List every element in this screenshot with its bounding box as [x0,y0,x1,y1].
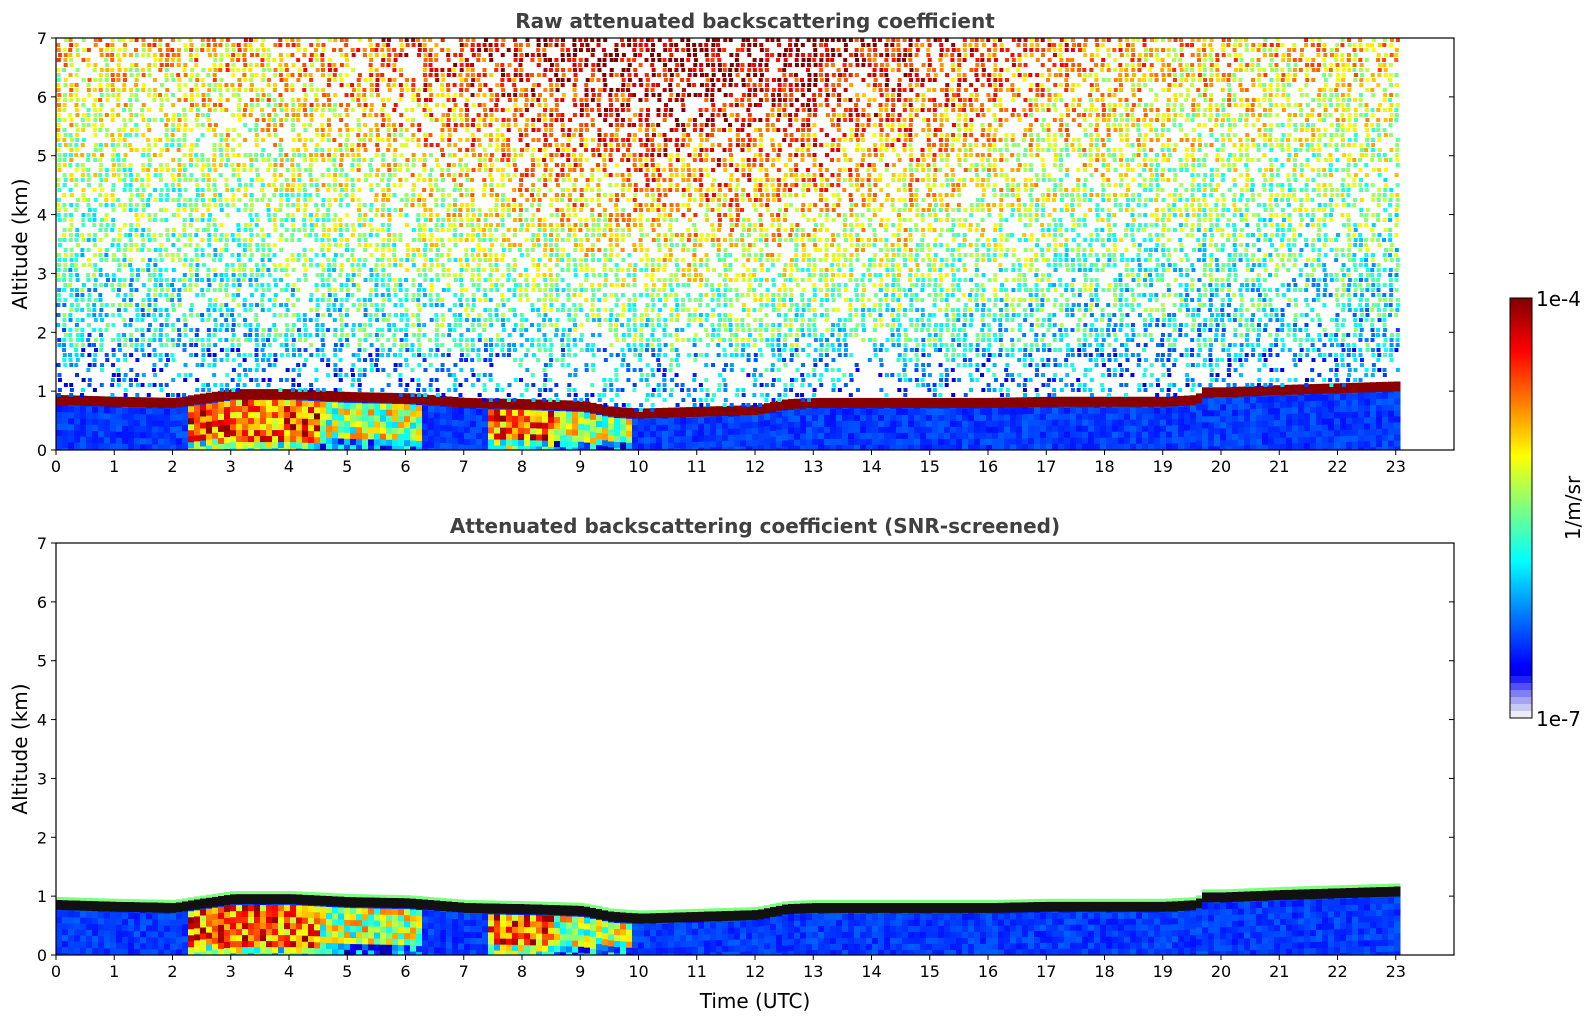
y-tick-label: 0 [37,946,47,965]
colorbar-low-steps [1510,676,1532,718]
y-tick-label: 7 [37,534,47,553]
x-tick-label: 5 [342,962,352,981]
colorbar-step [1510,690,1532,697]
x-tick-label: 4 [284,457,294,476]
colorbar-gradient [1510,298,1532,718]
y-tick-label: 2 [37,323,47,342]
x-tick-label: 2 [167,962,177,981]
y-tick-label: 3 [37,769,47,788]
x-tick-label: 14 [861,457,881,476]
y-tick-label: 1 [37,887,47,906]
x-tick-label: 4 [284,962,294,981]
panel-screened-y-axis: 0 1 2 3 4 5 6 7 [37,534,1454,965]
x-tick-label: 12 [745,962,765,981]
panel-screened-title: Attenuated backscattering coefficient (S… [450,514,1060,538]
colorbar: 1e-4 1e-7 1/m/sr [1509,287,1585,731]
x-tick-label: 0 [51,457,61,476]
x-tick-label: 5 [342,457,352,476]
panel-screened: Attenuated backscattering coefficient (S… [8,514,1455,1013]
panel-raw-heatmap [56,38,1401,450]
y-tick-label: 5 [37,147,47,166]
x-tick-label: 14 [861,962,881,981]
colorbar-tick-top: 1e-4 [1536,287,1581,311]
panel-screened-heatmap [56,883,1401,955]
x-tick-label: 23 [1386,457,1406,476]
y-tick-label: 6 [37,88,47,107]
x-tick-label: 12 [745,457,765,476]
x-tick-label: 16 [978,457,998,476]
x-tick-label: 13 [803,962,823,981]
x-tick-label: 7 [459,457,469,476]
x-tick-label: 16 [978,962,998,981]
x-tick-label: 11 [687,457,707,476]
x-tick-label: 7 [459,962,469,981]
y-tick-label: 3 [37,264,47,283]
y-tick-label: 4 [37,711,47,730]
x-tick-label: 0 [51,962,61,981]
y-tick-label: 4 [37,206,47,225]
colorbar-tick-bottom: 1e-7 [1536,707,1581,731]
panel-raw-x-axis: 0 1 2 3 4 5 6 7 8 9 10 11 12 13 14 15 16 17 18 19 20 21 22 23 [51,450,1406,476]
x-tick-label: 13 [803,457,823,476]
x-tick-label: 6 [400,962,410,981]
x-tick-label: 8 [517,457,527,476]
x-tick-label: 3 [226,962,236,981]
panel-raw-y-label: Altitude (km) [8,178,32,309]
panel-raw: Raw attenuated backscattering coefficien… [8,9,1455,476]
y-tick-label: 0 [37,441,47,460]
colorbar-step [1510,697,1532,704]
panel-screened-x-axis: 0 1 2 3 4 5 6 7 8 9 10 11 12 13 14 15 16 17 18 19 20 21 22 23 [51,955,1406,981]
x-tick-label: 21 [1269,457,1289,476]
colorbar-step [1510,711,1532,718]
colorbar-label: 1/m/sr [1561,475,1585,540]
x-tick-label: 11 [687,962,707,981]
x-tick-label: 22 [1327,962,1347,981]
x-tick-label: 2 [167,457,177,476]
panel-raw-title: Raw attenuated backscattering coefficien… [515,9,995,33]
x-tick-label: 15 [920,457,940,476]
panel-screened-y-label: Altitude (km) [8,683,32,814]
x-tick-label: 9 [575,457,585,476]
x-tick-label: 6 [400,457,410,476]
x-tick-label: 21 [1269,962,1289,981]
x-tick-label: 9 [575,962,585,981]
y-tick-label: 7 [37,29,47,48]
y-tick-label: 2 [37,828,47,847]
x-tick-label: 1 [109,457,119,476]
x-tick-label: 23 [1386,962,1406,981]
x-tick-label: 17 [1036,962,1056,981]
x-tick-label: 10 [628,962,648,981]
x-tick-label: 17 [1036,457,1056,476]
x-tick-label: 18 [1094,962,1114,981]
x-tick-label: 1 [109,962,119,981]
x-tick-label: 18 [1094,457,1114,476]
y-tick-label: 1 [37,382,47,401]
panel-raw-y-axis: 0 1 2 3 4 5 6 7 [37,29,1454,460]
x-tick-label: 10 [628,457,648,476]
x-tick-label: 19 [1153,457,1173,476]
x-tick-label: 3 [226,457,236,476]
y-tick-label: 6 [37,593,47,612]
x-tick-label: 20 [1211,457,1231,476]
x-tick-label: 19 [1153,962,1173,981]
colorbar-step [1510,683,1532,690]
x-tick-label: 8 [517,962,527,981]
colorbar-frame [1509,297,1533,719]
x-tick-label: 20 [1211,962,1231,981]
x-tick-label: 15 [920,962,940,981]
colorbar-step [1510,704,1532,711]
y-tick-label: 5 [37,652,47,671]
x-axis-label: Time (UTC) [699,989,811,1013]
x-tick-label: 22 [1327,457,1347,476]
colorbar-step [1510,676,1532,683]
